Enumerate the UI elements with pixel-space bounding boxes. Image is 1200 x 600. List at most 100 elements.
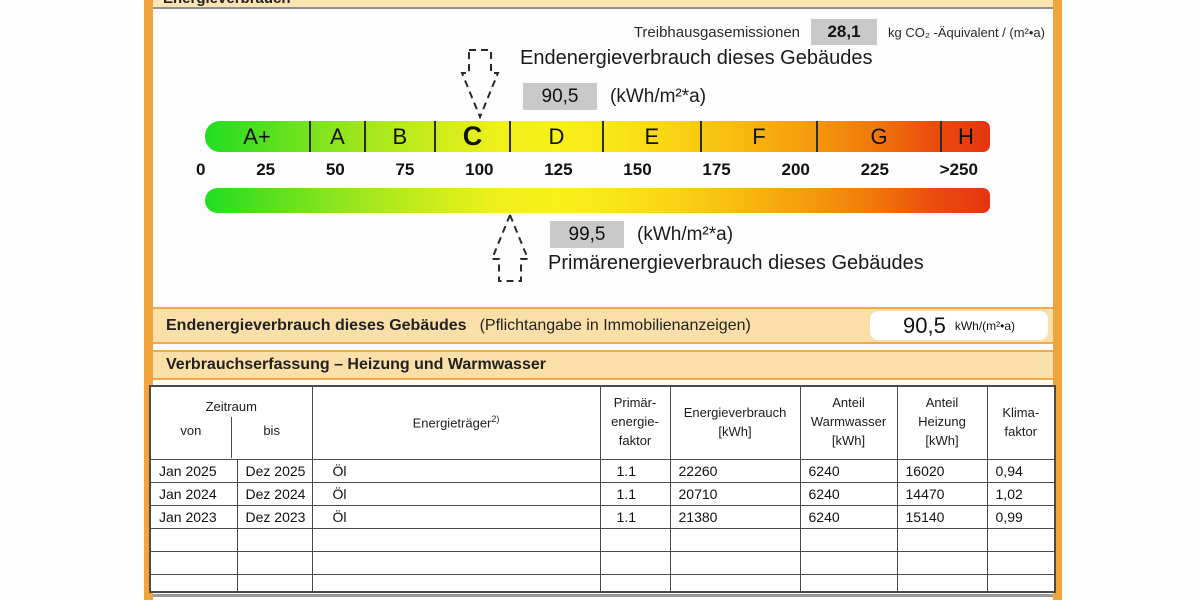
- cell-klimafaktor: 0,94: [986, 458, 1056, 483]
- end-energy-arrow-down-icon: [460, 49, 500, 119]
- empty-cell: [986, 550, 1056, 575]
- col-header-anteil-heizung: Anteil Heizung [kWh]: [896, 385, 988, 460]
- cell-warmwasser: 6240: [799, 458, 898, 483]
- scale-tick-labels: 0 25 50 75 100 125 150 175 200 225 >250: [196, 155, 978, 185]
- table-row-2025: Jan 2025 Dez 2025 Öl 1.1 22260 6240 1602…: [149, 458, 1056, 483]
- scale-class-d: D: [511, 121, 604, 152]
- tick-50: 50: [325, 160, 345, 179]
- primary-energy-value: 99,5: [550, 221, 624, 248]
- tick-100: 100: [465, 160, 494, 179]
- table-header-row: Zeitraum von bis Energieträger2) Primär-…: [149, 385, 1056, 460]
- empty-cell: [986, 573, 1056, 593]
- primary-energy-title: Primärenergieverbrauch dieses Gebäudes: [548, 252, 924, 274]
- table-empty-row: [149, 573, 1056, 593]
- cell-energietraeger: Öl: [311, 504, 601, 529]
- table-empty-row: [149, 550, 1056, 575]
- empty-cell: [236, 573, 313, 593]
- scale-class-h: H: [958, 123, 974, 149]
- cell-bis: Dez 2023: [236, 504, 313, 529]
- consumption-section-title: Verbrauchserfassung – Heizung und Warmwa…: [166, 356, 546, 373]
- next-section-divider: [153, 594, 1053, 597]
- cell-energietraeger: Öl: [311, 481, 601, 506]
- cell-energieverbrauch: 20710: [669, 481, 801, 506]
- cell-klimafaktor: 0,99: [986, 504, 1056, 529]
- col-header-anteil-warmwasser: Anteil Warmwasser [kWh]: [799, 385, 898, 460]
- cell-energietraeger: Öl: [311, 458, 601, 483]
- scale-class-a: A: [311, 121, 366, 152]
- end-energy-summary-band: Endenergieverbrauch dieses Gebäudes (Pfl…: [153, 307, 1053, 344]
- col-header-energieverbrauch: Energieverbrauch [kWh]: [669, 385, 801, 460]
- ghg-emissions-value: 28,1: [811, 19, 878, 45]
- empty-cell: [896, 550, 988, 575]
- cell-energieverbrauch: 22260: [669, 458, 801, 483]
- scale-class-a-plus: A+: [205, 121, 311, 152]
- empty-cell: [986, 527, 1056, 552]
- empty-cell: [236, 527, 313, 552]
- end-energy-value-row: 90,5 (kWh/m²*a): [523, 83, 706, 110]
- empty-cell: [149, 527, 238, 552]
- scale-class-c-highlighted: C: [436, 121, 512, 152]
- col-header-klimafaktor: Klima- faktor: [986, 385, 1056, 460]
- tick-0: 0: [196, 160, 206, 179]
- scale-class-b: B: [366, 121, 436, 152]
- consumption-section-band: Verbrauchserfassung – Heizung und Warmwa…: [153, 350, 1053, 380]
- empty-cell: [669, 573, 801, 593]
- cell-energieverbrauch: 21380: [669, 504, 801, 529]
- summary-value-box: 90,5 kWh/(m²•a): [870, 311, 1048, 340]
- empty-cell: [599, 527, 671, 552]
- end-energy-title: Endenergieverbrauch dieses Gebäudes: [520, 47, 873, 69]
- page-right-accent-bar: [1053, 0, 1062, 600]
- cell-von: Jan 2025: [149, 458, 238, 483]
- table-empty-row: [149, 527, 1056, 552]
- tick-200: 200: [781, 160, 810, 179]
- col-header-energietraeger: Energieträger2): [311, 385, 601, 460]
- cell-klimafaktor: 1,02: [986, 481, 1056, 506]
- page-left-accent-bar: [144, 0, 153, 600]
- empty-cell: [799, 550, 898, 575]
- col-header-von: von: [151, 417, 232, 459]
- cell-primaerfaktor: 1.1: [599, 481, 671, 506]
- summary-note: (Pflichtangabe in Immobilienanzeigen): [479, 316, 751, 334]
- cell-von: Jan 2023: [149, 504, 238, 529]
- empty-cell: [236, 550, 313, 575]
- energietraeger-footnote: 2): [491, 413, 500, 424]
- primary-energy-arrow-up-icon: [490, 213, 530, 282]
- empty-cell: [599, 550, 671, 575]
- scale-class-g: G: [818, 121, 943, 152]
- empty-cell: [799, 573, 898, 593]
- tick-150: 150: [623, 160, 652, 179]
- empty-cell: [799, 527, 898, 552]
- empty-cell: [311, 573, 601, 593]
- empty-cell: [311, 550, 601, 575]
- summary-value: 90,5: [902, 312, 946, 338]
- cell-bis: Dez 2024: [236, 481, 313, 506]
- cell-von: Jan 2024: [149, 481, 238, 506]
- scale-class-e: E: [604, 121, 702, 152]
- empty-cell: [896, 527, 988, 552]
- section-header-title: Energieverbrauch: [163, 0, 1053, 7]
- zeitraum-label: Zeitraum: [205, 399, 257, 415]
- ghg-emissions-unit: kg CO₂ -Äquivalent / (m²•a): [888, 24, 1045, 40]
- cell-warmwasser: 6240: [799, 481, 898, 506]
- table-row-2024: Jan 2024 Dez 2024 Öl 1.1 20710 6240 1447…: [149, 481, 1056, 506]
- primary-energy-unit: (kWh/m²*a): [637, 223, 734, 245]
- primary-energy-scale-bar: [205, 188, 990, 213]
- summary-unit: kWh/(m²•a): [954, 318, 1016, 333]
- ghg-emissions-label: Treibhausgasemissionen: [633, 23, 801, 41]
- consumption-table: Zeitraum von bis Energieträger2) Primär-…: [149, 385, 1057, 593]
- empty-cell: [669, 527, 801, 552]
- energietraeger-label: Energieträger: [412, 414, 492, 430]
- col-header-zeitraum: Zeitraum von bis: [149, 385, 313, 460]
- tick-125: 125: [544, 160, 573, 179]
- ghg-emissions-row: Treibhausgasemissionen 28,1 kg CO₂ -Äqui…: [153, 17, 1045, 47]
- col-header-primaerenergiefaktor: Primär- energie- faktor: [599, 385, 671, 460]
- empty-cell: [149, 550, 238, 575]
- efficiency-class-scale: A+ A B C D E F G H: [205, 121, 990, 152]
- tick-75: 75: [395, 160, 415, 179]
- empty-cell: [896, 573, 988, 593]
- end-energy-unit: (kWh/m²*a): [610, 85, 707, 107]
- tick-225: 225: [860, 160, 889, 179]
- cell-bis: Dez 2025: [236, 458, 313, 483]
- empty-cell: [149, 573, 238, 593]
